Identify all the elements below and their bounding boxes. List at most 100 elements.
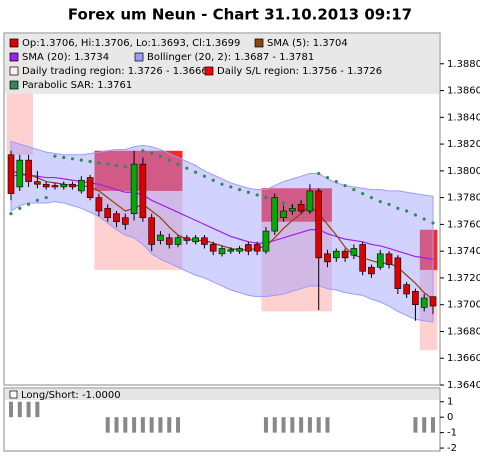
indicator-bar xyxy=(149,417,154,433)
sar-dot xyxy=(325,175,330,180)
legend-label: Op:1.3706, Hi:1.3706, Lo:1.3693, Cl:1.36… xyxy=(22,38,240,49)
sar-dot xyxy=(141,149,145,153)
sar-dot xyxy=(194,170,198,174)
indicator-bar xyxy=(9,401,13,418)
indicator-bar xyxy=(325,417,330,433)
candle-body xyxy=(315,190,323,259)
candle-body xyxy=(385,253,393,265)
sar-dot xyxy=(343,183,347,188)
sar-dot xyxy=(106,162,110,166)
y-tick-label: 1.3640 xyxy=(447,380,480,391)
sar-dot xyxy=(185,166,189,170)
sar-dot xyxy=(9,212,13,216)
candle-body xyxy=(60,183,68,188)
sar-dot xyxy=(255,193,259,197)
candle-body xyxy=(183,237,191,241)
legend-label: SMA (5): 1.3704 xyxy=(267,38,348,49)
indicator-bar xyxy=(316,417,321,433)
sar-dot xyxy=(378,200,382,204)
candle-body xyxy=(218,248,226,255)
y-tick-label: 1.3840 xyxy=(447,112,480,123)
legend-swatch xyxy=(9,80,19,90)
y-tick-label: 1.3680 xyxy=(447,326,480,337)
legend-box xyxy=(5,34,439,94)
candle-body xyxy=(271,197,279,232)
candle-body xyxy=(192,237,199,243)
candle-body xyxy=(350,248,358,256)
candle-body xyxy=(394,257,402,289)
candle-body xyxy=(376,253,384,268)
y-tick-label: 1.3820 xyxy=(447,139,480,150)
candle-body xyxy=(78,179,85,192)
legend-label: Parabolic SAR: 1.3761 xyxy=(22,80,132,91)
legend-swatch xyxy=(134,52,144,62)
sar-dot xyxy=(229,185,233,189)
indicator-bar xyxy=(26,401,31,418)
sar-dot xyxy=(44,196,48,200)
indicator-tick-label: -1 xyxy=(447,428,457,439)
sar-dot xyxy=(211,178,215,182)
sar-dot xyxy=(70,157,75,161)
candle-body xyxy=(306,190,314,212)
candle-body xyxy=(253,244,261,252)
candle-body xyxy=(34,181,41,185)
candle-body xyxy=(324,253,331,263)
indicator-tick-label: 1 xyxy=(447,397,453,408)
legend-swatch xyxy=(9,390,18,399)
sar-dot xyxy=(405,209,409,213)
legend-swatch xyxy=(9,66,19,76)
candle-body xyxy=(236,248,243,252)
candle-body xyxy=(121,217,129,225)
indicator-bar xyxy=(290,417,295,433)
candle-body xyxy=(86,177,94,198)
sar-dot xyxy=(413,213,418,217)
sar-dot xyxy=(88,159,92,164)
sar-dot xyxy=(220,182,224,186)
indicator-bar xyxy=(17,401,22,418)
sar-dot xyxy=(387,202,391,206)
y-tick-label: 1.3880 xyxy=(447,59,480,70)
legend-label: Daily trading region: 1.3726 - 1.3666 xyxy=(22,66,208,77)
candle-body xyxy=(157,234,164,241)
y-tick-label: 1.3720 xyxy=(447,273,480,284)
sar-dot xyxy=(431,221,435,225)
sar-dot xyxy=(18,206,22,210)
indicator-legend-box xyxy=(5,389,439,400)
indicator-bar xyxy=(281,417,286,433)
indicator-bar xyxy=(140,417,145,433)
indicator-bar xyxy=(114,417,119,433)
y-tick-label: 1.3760 xyxy=(447,219,480,230)
sar-dot xyxy=(123,165,127,169)
candle-body xyxy=(262,230,270,252)
candle-body xyxy=(7,154,15,194)
indicator-bar xyxy=(35,401,40,418)
indicator-bar xyxy=(263,417,268,433)
sar-dot xyxy=(176,162,180,166)
sar-dot xyxy=(422,217,426,221)
candle-body xyxy=(165,237,173,245)
sar-dot xyxy=(26,202,31,206)
legend-label: Daily S/L region: 1.3756 - 1.3726 xyxy=(217,66,382,77)
sar-dot xyxy=(361,192,365,196)
sar-dot xyxy=(114,163,119,168)
indicator-bar xyxy=(272,417,277,433)
indicator-bar xyxy=(431,417,435,433)
indicator-bar xyxy=(413,417,418,433)
legend-swatch xyxy=(204,66,214,76)
y-tick-label: 1.3800 xyxy=(447,166,480,177)
indicator-bar xyxy=(123,417,128,433)
sar-dot xyxy=(202,174,207,178)
candle-body xyxy=(429,296,437,307)
trading-region xyxy=(94,190,183,270)
candle-body xyxy=(209,244,217,252)
sl-region xyxy=(94,150,183,191)
indicator-bar xyxy=(167,417,172,433)
candle-body xyxy=(148,217,155,245)
indicator-bar xyxy=(422,417,427,433)
y-tick-label: 1.3700 xyxy=(447,300,480,311)
sar-dot xyxy=(237,187,242,192)
indicator-bar xyxy=(158,417,163,433)
sar-dot xyxy=(53,154,57,158)
